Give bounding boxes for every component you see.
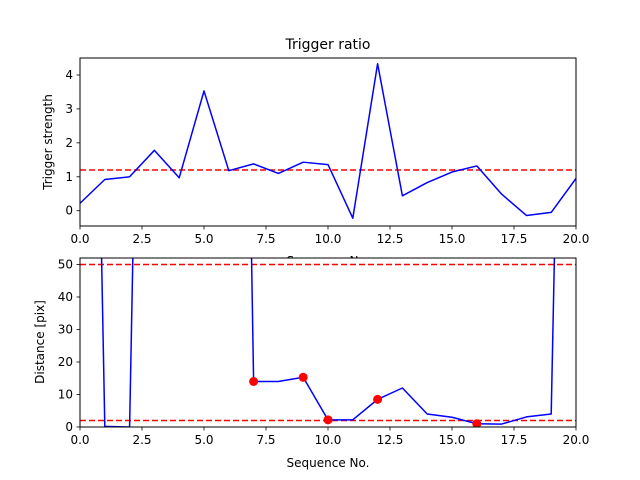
y-tick-group: 0 10 20 30 40 50 bbox=[58, 258, 80, 434]
data-point-marker bbox=[298, 372, 308, 382]
x-tick-label: 20.0 bbox=[563, 433, 590, 447]
marker-group bbox=[249, 372, 482, 427]
axes-frame bbox=[79, 257, 577, 428]
x-tick-label: 0.0 bbox=[70, 433, 89, 447]
series-group bbox=[80, 63, 576, 219]
x-tick-label: 15.0 bbox=[439, 433, 466, 447]
x-tick-label: 2.5 bbox=[132, 232, 151, 246]
series-line bbox=[80, 63, 576, 219]
x-axis-label: Sequence No. bbox=[287, 456, 370, 470]
data-point-marker bbox=[373, 394, 383, 404]
x-tick-label: 5.0 bbox=[194, 232, 213, 246]
y-tick-label: 3 bbox=[65, 102, 73, 116]
x-tick-label: 17.5 bbox=[501, 433, 528, 447]
x-tick-label: 15.0 bbox=[439, 232, 466, 246]
axes-frame bbox=[79, 57, 577, 227]
x-tick-label: 12.5 bbox=[377, 232, 404, 246]
y-tick-group: 0 1 2 3 4 bbox=[65, 68, 80, 218]
data-point-marker bbox=[249, 377, 259, 386]
x-tick-group: 0.0 2.5 5.0 7.5 10.0 12.5 15.0 17.5 20.0 bbox=[70, 226, 589, 246]
x-tick-label: 5.0 bbox=[194, 433, 213, 447]
y-tick-label: 1 bbox=[65, 170, 73, 184]
y-axis-label: Distance [pix] bbox=[33, 300, 47, 384]
subplot-distance: 0.0 2.5 5.0 7.5 10.0 12.5 15.0 17.5 20.0 0 10 20 30… bbox=[33, 257, 589, 470]
x-tick-group: 0.0 2.5 5.0 7.5 10.0 12.5 15.0 17.5 20.0 bbox=[70, 427, 589, 447]
x-tick-label: 10.0 bbox=[315, 433, 342, 447]
x-tick-label: 12.5 bbox=[377, 433, 404, 447]
y-tick-label: 20 bbox=[58, 355, 73, 369]
y-axis-label: Trigger strength bbox=[41, 94, 55, 191]
x-tick-label: 0.0 bbox=[70, 232, 89, 246]
x-tick-label: 7.5 bbox=[256, 433, 275, 447]
y-tick-label: 2 bbox=[65, 136, 73, 150]
axes-background bbox=[80, 258, 576, 427]
x-tick-label: 20.0 bbox=[563, 232, 590, 246]
x-tick-label: 7.5 bbox=[256, 232, 275, 246]
y-tick-label: 30 bbox=[58, 323, 73, 337]
y-tick-label: 10 bbox=[58, 388, 73, 402]
data-point-marker bbox=[323, 415, 333, 425]
series-group bbox=[100, 258, 556, 427]
y-tick-label: 40 bbox=[58, 290, 73, 304]
x-tick-label: 10.0 bbox=[315, 232, 342, 246]
y-tick-label: 0 bbox=[65, 204, 73, 218]
y-tick-label: 0 bbox=[65, 420, 73, 434]
y-tick-label: 4 bbox=[65, 68, 73, 82]
data-point-marker bbox=[472, 419, 482, 427]
x-tick-label: 17.5 bbox=[501, 232, 528, 246]
series-line bbox=[100, 258, 556, 427]
y-tick-label: 50 bbox=[58, 258, 73, 272]
x-tick-label: 2.5 bbox=[132, 433, 151, 447]
chart-title: Trigger ratio bbox=[284, 37, 370, 53]
